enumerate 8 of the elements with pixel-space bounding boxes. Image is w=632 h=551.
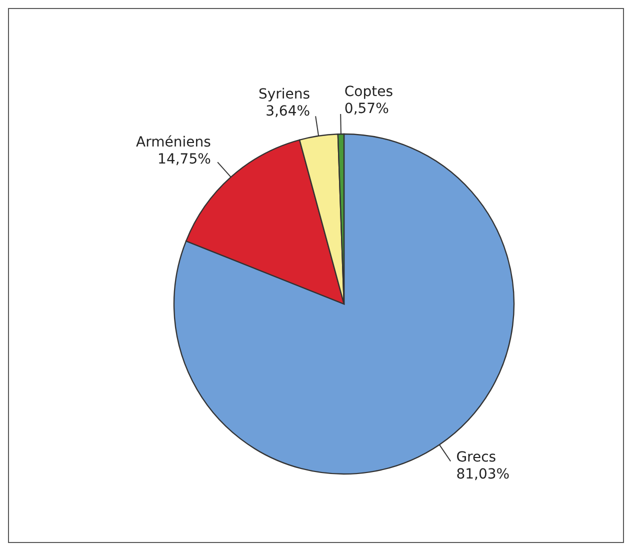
slice-label: Grecs — [456, 450, 496, 466]
data-label: 0,57% — [344, 101, 389, 118]
slice-label: Syriens — [258, 86, 310, 102]
data-label: 14,75% — [158, 152, 211, 168]
data-label: 81,03% — [456, 466, 510, 483]
data-label: 3,64% — [266, 103, 310, 120]
slice-label: Arméniens — [136, 134, 211, 151]
slice-label: Coptes — [344, 84, 394, 100]
